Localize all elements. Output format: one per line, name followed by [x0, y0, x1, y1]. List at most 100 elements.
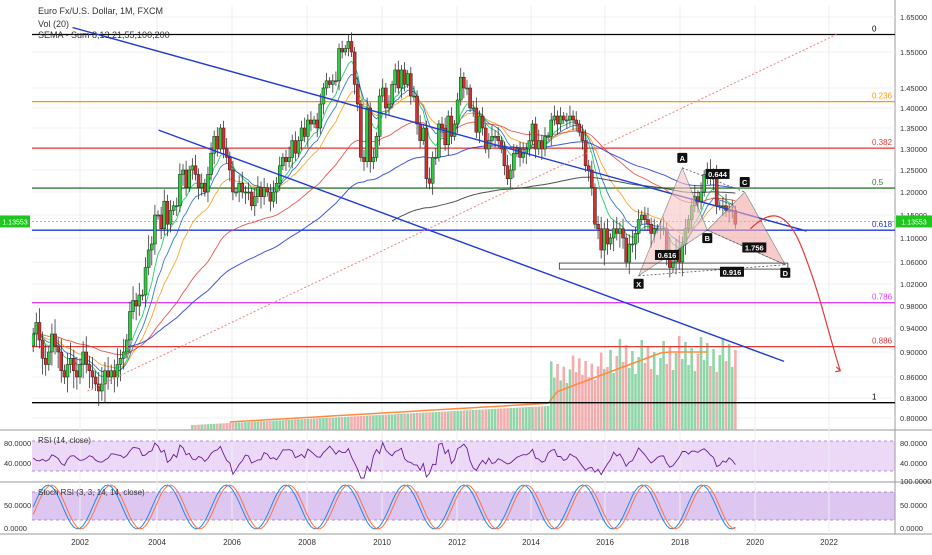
volume-bar: [197, 424, 200, 430]
fib-label-0.236: 0.236: [872, 92, 893, 101]
volume-bar: [481, 409, 484, 430]
volume-bar: [559, 380, 562, 430]
volume-bar: [265, 421, 269, 430]
candle-body: [427, 178, 432, 184]
price-badge-right: [896, 215, 932, 228]
volume-bar: [528, 407, 531, 430]
candle-body: [281, 157, 285, 167]
candle-body: [56, 345, 60, 353]
volume-bar: [524, 407, 528, 430]
candle-body: [508, 169, 513, 180]
y-tick-label: 0.80000: [900, 414, 927, 423]
volume-bar: [631, 351, 634, 430]
candle-body: [302, 127, 307, 137]
volume-bar: [646, 346, 650, 430]
volume-bar: [206, 424, 210, 430]
candle-body: [78, 364, 82, 378]
volume-bar: [322, 418, 325, 430]
x-tick-label: 2018: [671, 538, 689, 547]
volume-bar: [253, 421, 257, 430]
candle-body: [502, 148, 507, 167]
y-tick-label: 1.20000: [900, 188, 927, 197]
pattern-point-X: X: [636, 280, 641, 289]
candle-body: [262, 187, 266, 197]
candle-body: [418, 123, 422, 141]
volume-bar: [347, 416, 350, 430]
volume-bar: [440, 411, 444, 430]
candle-body: [150, 243, 154, 251]
candle-body: [543, 136, 547, 150]
candle-body: [643, 214, 647, 220]
volume-bar: [534, 406, 537, 430]
volume-bar: [209, 424, 213, 430]
rsi-band: [32, 441, 895, 471]
candle-body: [640, 214, 644, 220]
price-badge-left-text: 1.13553: [2, 219, 27, 226]
volume-bar: [281, 420, 285, 430]
candle-body: [265, 187, 269, 193]
candle-body: [128, 311, 132, 341]
volume-bar: [350, 416, 353, 430]
volume-bar: [191, 425, 194, 430]
y-tick-label: 0.98000: [900, 302, 927, 311]
volume-bar: [365, 415, 369, 430]
candle-body: [81, 351, 85, 365]
candle-body: [608, 237, 613, 245]
volume-bar: [203, 424, 207, 430]
y-tick-label: 1.25000: [900, 166, 927, 175]
volume-bar: [278, 420, 282, 430]
volume-bar: [415, 413, 419, 430]
pattern-point-X-badge: [633, 278, 644, 289]
volume-bar: [406, 413, 409, 430]
volume-bar: [587, 377, 590, 430]
candle-body: [206, 174, 210, 193]
candle-body: [178, 174, 182, 207]
volume-bar: [412, 413, 416, 430]
pattern-ratio: 0.916: [723, 268, 742, 277]
candle-body: [471, 107, 475, 110]
candle-body: [240, 182, 245, 193]
candle-body: [296, 140, 301, 154]
candle-body: [527, 140, 532, 150]
volume-bar: [247, 422, 250, 430]
x-tick-label: 2010: [373, 538, 391, 547]
volume-bar: [390, 414, 394, 430]
pattern-point-D-badge: [780, 267, 791, 278]
volume-bar: [718, 355, 722, 430]
candle-body: [633, 233, 638, 245]
y-tick-label: 1.35000: [900, 124, 927, 133]
candle-body: [699, 191, 703, 202]
candle-body: [224, 148, 229, 158]
volume-bar: [599, 352, 603, 430]
candle-body: [324, 80, 329, 89]
candle-body: [561, 115, 566, 121]
volume-bar: [475, 409, 478, 430]
candle-body: [624, 237, 628, 263]
volume-bar: [375, 415, 378, 430]
candle-body: [143, 267, 148, 296]
candle-body: [53, 333, 57, 347]
volume-bar: [387, 414, 391, 430]
indicator-tick-label: 0.0000: [900, 524, 923, 533]
volume-bar: [465, 410, 469, 430]
fib-label-0: 0: [872, 25, 877, 34]
candle-body: [568, 115, 572, 121]
volume-bar: [403, 413, 406, 430]
volume-bar: [303, 419, 306, 430]
price-badge-right-text: 1.13553: [901, 219, 926, 226]
volume-bar: [681, 359, 684, 430]
volume-bar: [643, 363, 647, 430]
volume-bar: [244, 422, 247, 430]
candle-body: [187, 169, 191, 188]
candle-body: [165, 200, 170, 225]
volume-bar: [659, 358, 662, 430]
volume-bar: [259, 421, 263, 430]
candle-body: [437, 123, 441, 158]
volume-bar: [618, 339, 622, 430]
candle-body: [256, 187, 260, 197]
candle-body: [284, 157, 288, 162]
candle-body: [671, 261, 675, 268]
volume-bar: [331, 417, 335, 430]
candle-body: [721, 205, 725, 208]
